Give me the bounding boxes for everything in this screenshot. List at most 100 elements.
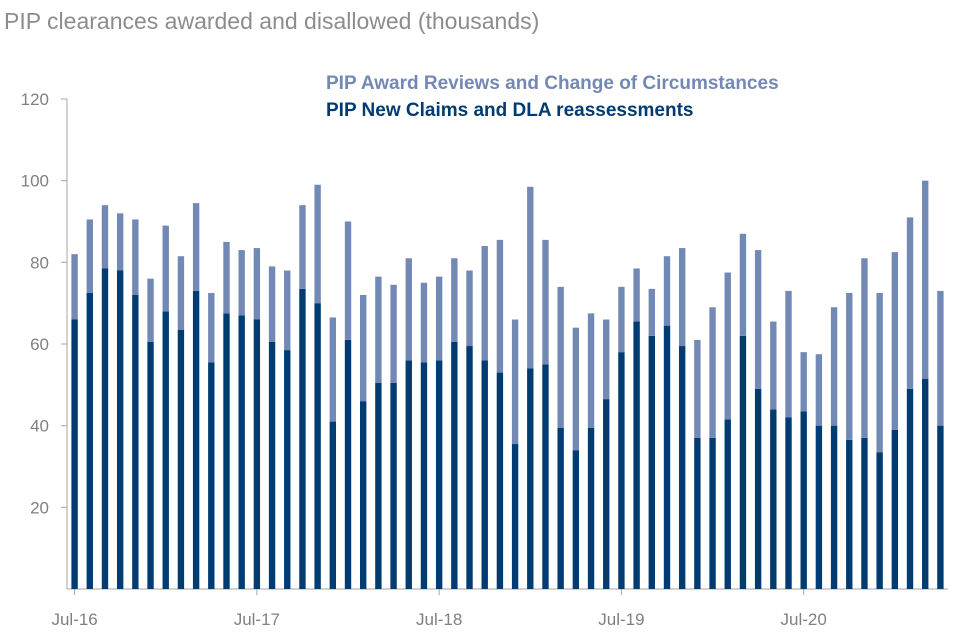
bar-award-reviews: [238, 250, 245, 316]
bar-award-reviews: [132, 219, 139, 295]
bar-award-reviews: [527, 186, 534, 369]
bar-award-reviews: [861, 258, 868, 438]
bar-new-claims: [633, 321, 640, 589]
bar-new-claims: [481, 360, 488, 589]
bar-award-reviews: [587, 313, 595, 428]
bar-new-claims: [678, 346, 686, 589]
x-axis-ticks: Jul-16 Jul-17 Jul-18 Jul-19 Jul-20: [51, 589, 827, 629]
bar-new-claims: [618, 352, 625, 589]
bar-award-reviews: [268, 266, 276, 342]
bar-award-reviews: [846, 292, 853, 440]
bar-new-claims: [891, 429, 899, 589]
bar-award-reviews: [435, 276, 443, 361]
bar-new-claims: [435, 360, 443, 589]
legend-entry-new-claims: PIP New Claims and DLA reassessments: [326, 100, 694, 121]
legend-entry-award-reviews: PIP Award Reviews and Change of Circumst…: [326, 73, 779, 94]
bar-new-claims: [861, 437, 868, 589]
bar-new-claims: [101, 268, 109, 589]
y-tick-label: 20: [30, 498, 49, 517]
bar-award-reviews: [694, 339, 701, 438]
y-tick-label: 80: [30, 253, 49, 272]
bar-award-reviews: [572, 327, 580, 451]
bar-award-reviews: [648, 288, 655, 336]
bar-award-reviews: [284, 270, 291, 351]
bar-new-claims: [785, 417, 792, 589]
bar-new-claims: [648, 335, 655, 589]
bar-new-claims: [116, 270, 124, 589]
bar-award-reviews: [314, 184, 321, 304]
bar-new-claims: [542, 364, 549, 589]
bar-award-reviews: [800, 352, 807, 412]
y-tick-label: 120: [21, 90, 49, 109]
bar-award-reviews: [906, 217, 914, 389]
y-tick-label: 60: [30, 335, 49, 354]
bar-new-claims: [815, 425, 823, 589]
bar-new-claims: [937, 425, 944, 589]
bar-new-claims: [724, 419, 731, 589]
bar-award-reviews: [299, 205, 306, 289]
bar-award-reviews: [891, 252, 899, 430]
bar-new-claims: [329, 421, 337, 589]
y-axis-ticks: 20 40 60 80 100 120: [21, 90, 67, 517]
bar-new-claims: [390, 382, 397, 589]
bar-new-claims: [906, 388, 914, 589]
bar-new-claims: [739, 335, 747, 589]
bar-new-claims: [299, 288, 306, 589]
x-tick-label: Jul-20: [781, 610, 827, 629]
bar-award-reviews: [344, 221, 352, 340]
bar-award-reviews: [420, 282, 428, 363]
bar-new-claims: [451, 341, 458, 589]
bar-award-reviews: [830, 307, 838, 426]
bar-award-reviews: [116, 213, 124, 271]
bar-new-claims: [496, 372, 504, 589]
bar-new-claims: [268, 341, 276, 589]
bar-new-claims: [694, 437, 701, 589]
x-tick-label: Jul-19: [598, 610, 644, 629]
bar-award-reviews: [101, 205, 109, 269]
bar-award-reviews: [481, 246, 488, 361]
bar-award-reviews: [542, 239, 549, 365]
bar-award-reviews: [71, 254, 78, 320]
bar-award-reviews: [466, 270, 473, 347]
bars: [71, 180, 944, 589]
bar-new-claims: [405, 360, 412, 589]
bar-new-claims: [284, 350, 291, 589]
bar-award-reviews: [678, 248, 686, 347]
bar-new-claims: [527, 368, 534, 589]
bar-new-claims: [177, 329, 185, 589]
y-tick-label: 40: [30, 417, 49, 436]
bar-new-claims: [314, 303, 321, 589]
bar-award-reviews: [223, 241, 230, 314]
bar-new-claims: [709, 437, 716, 589]
bar-new-claims: [147, 341, 154, 589]
bar-new-claims: [344, 339, 352, 589]
bar-new-claims: [511, 444, 519, 589]
bar-new-claims: [162, 311, 169, 589]
bar-award-reviews: [937, 290, 944, 426]
bar-award-reviews: [360, 295, 367, 402]
bar-new-claims: [876, 452, 883, 589]
y-tick-label: 100: [21, 172, 49, 191]
bar-award-reviews: [162, 225, 169, 312]
bar-new-claims: [663, 325, 671, 589]
bar-award-reviews: [815, 354, 823, 426]
bar-award-reviews: [147, 278, 154, 342]
bar-award-reviews: [329, 317, 337, 422]
bar-award-reviews: [754, 250, 762, 389]
bar-award-reviews: [709, 307, 716, 438]
bar-new-claims: [572, 450, 580, 589]
bar-new-claims: [800, 411, 807, 589]
bar-new-claims: [208, 362, 215, 589]
bar-award-reviews: [603, 319, 610, 400]
bar-award-reviews: [86, 219, 93, 293]
bar-award-reviews: [785, 290, 792, 418]
bar-new-claims: [375, 382, 382, 589]
bar-new-claims: [466, 346, 473, 589]
bar-award-reviews: [922, 180, 929, 379]
bar-award-reviews: [496, 239, 504, 373]
bar-new-claims: [223, 313, 230, 589]
x-tick-label: Jul-16: [51, 610, 97, 629]
bar-new-claims: [238, 315, 245, 589]
bar-award-reviews: [375, 276, 382, 383]
x-tick-label: Jul-17: [234, 610, 280, 629]
